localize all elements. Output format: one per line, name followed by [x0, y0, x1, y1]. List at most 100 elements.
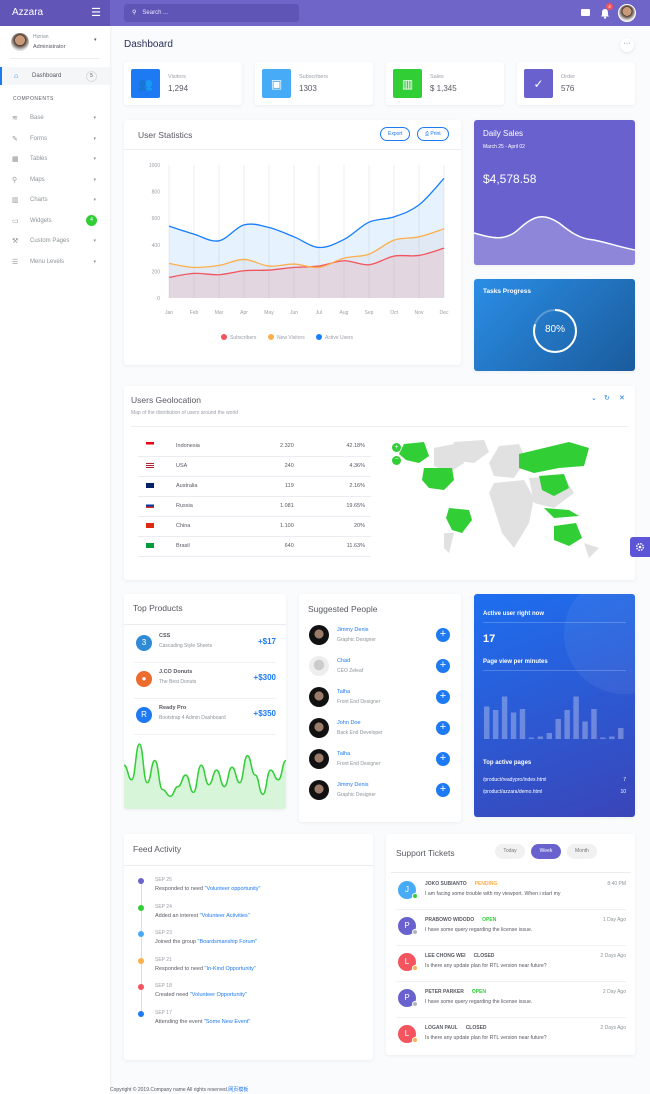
ticket-avatar: P: [398, 917, 416, 935]
map-zoom-out-button[interactable]: −: [392, 456, 401, 465]
divider: [483, 670, 626, 671]
person-avatar[interactable]: [309, 625, 329, 645]
add-person-button[interactable]: +: [436, 659, 450, 673]
sidebar-item-forms[interactable]: ✎ Forms ▾: [0, 130, 110, 148]
country-name: Australia: [176, 476, 251, 497]
page-title: Dashboard: [124, 39, 173, 50]
page-view-bar: [618, 728, 624, 739]
stat-label: Order: [561, 74, 576, 80]
search-input[interactable]: ⚲ Search ...: [124, 4, 299, 22]
map-zoom-in-button[interactable]: +: [392, 443, 401, 452]
sidebar-item-charts[interactable]: ▥ Charts ▾: [0, 191, 110, 209]
divider: [124, 149, 461, 150]
filter-week-button[interactable]: Week: [531, 844, 561, 859]
app-logo[interactable]: Azzara: [12, 7, 44, 18]
person-avatar[interactable]: [309, 656, 329, 676]
paint-roller-icon: ⚒: [12, 238, 19, 245]
add-person-button[interactable]: +: [436, 628, 450, 642]
ticket-message[interactable]: I am facing some trouble with my viewpor…: [425, 891, 561, 897]
user-name[interactable]: Hizrian: [33, 34, 49, 40]
user-count: 640: [250, 536, 294, 557]
feed-link[interactable]: "Boardsmanship Forum": [197, 939, 258, 945]
person-name[interactable]: John Doe: [337, 720, 361, 726]
status-dot: [412, 1037, 418, 1043]
person-role: Front End Designer: [337, 699, 381, 705]
footer-link[interactable]: 网页模板: [228, 1087, 249, 1093]
ticket-message[interactable]: Is there any update plan for RTL version…: [425, 1035, 547, 1041]
legend-label[interactable]: Subscribers: [230, 335, 257, 341]
ticket-message[interactable]: I have some query regarding the license …: [425, 927, 533, 933]
more-options-button[interactable]: ···: [620, 38, 634, 52]
sidebar-item-base[interactable]: ≋ Base ▾: [0, 109, 110, 127]
add-person-button[interactable]: +: [436, 690, 450, 704]
footer: Copyright © 2019.Company name All rights…: [110, 1086, 248, 1093]
person-avatar[interactable]: [309, 780, 329, 800]
x-tick-label: Jun: [290, 310, 298, 316]
filter-month-button[interactable]: Month: [567, 844, 597, 859]
collapse-icon[interactable]: ⌄: [591, 395, 597, 402]
add-person-button[interactable]: +: [436, 721, 450, 735]
product-amount: +$300: [253, 673, 276, 682]
feed-link[interactable]: "Volunteer opportunity": [204, 886, 261, 892]
card-title: Suggested People: [308, 604, 378, 614]
sidebar-item-tables[interactable]: ▦ Tables ▾: [0, 150, 110, 168]
flag-brasil-icon: [146, 542, 154, 548]
filter-today-button[interactable]: Today: [495, 844, 525, 859]
person-name[interactable]: Talha: [337, 689, 351, 695]
ticket-time: 1 Day Ago: [602, 917, 626, 923]
status-dot: [412, 893, 418, 899]
active-page-path[interactable]: /product/readypro/index.html: [483, 777, 547, 783]
desktop-icon: ▭: [12, 217, 19, 225]
user-statistics-card: User Statistics Export ⎙ Print Jan Feb Mar…: [124, 120, 461, 365]
ticket-header: LEE CHONG WEI CLOSED: [425, 953, 494, 959]
product-amount: +$350: [253, 709, 276, 718]
refresh-icon[interactable]: ↻: [604, 395, 610, 402]
ticket-message[interactable]: I have some query regarding the license …: [425, 999, 533, 1005]
user-caret-icon[interactable]: ▾: [94, 37, 97, 43]
print-button[interactable]: ⎙ Print: [417, 127, 449, 141]
readypro-logo: R: [136, 707, 152, 723]
x-tick-label: Oct: [390, 310, 398, 316]
sidebar-item-menu-levels[interactable]: ☰ Menu Levels ▾: [0, 253, 110, 271]
user-role[interactable]: Administrator: [33, 44, 66, 50]
person-name[interactable]: Chad: [337, 658, 351, 664]
feed-date: SEP 17: [155, 1009, 172, 1016]
country-name: China: [176, 516, 251, 537]
mail-icon[interactable]: [581, 9, 590, 16]
settings-button[interactable]: [630, 537, 650, 557]
user-avatar[interactable]: [618, 4, 636, 22]
product-description: The Best Donuts: [159, 679, 197, 685]
feed-link[interactable]: "Volunteer Opportunity": [189, 992, 247, 998]
top-products-card: Top Products 3 CSS Cascading Style Sheets +…: [124, 594, 286, 809]
legend-label[interactable]: Active Users: [325, 335, 354, 341]
sidebar-item-widgets[interactable]: ▭ Widgets 4: [0, 212, 110, 230]
feed-link[interactable]: "In-Kind Opportunity": [204, 965, 256, 972]
person-avatar[interactable]: [309, 718, 329, 738]
sidebar-item-maps[interactable]: ⚲ Maps ▾: [0, 171, 110, 189]
add-person-button[interactable]: +: [436, 752, 450, 766]
ticket-message[interactable]: Is there any update plan for RTL version…: [425, 963, 547, 969]
card-title: Feed Activity: [133, 844, 182, 854]
page-view-bar: [609, 736, 615, 739]
feed-link[interactable]: "Volunteer Activities": [199, 912, 250, 919]
sidebar-item-dashboard[interactable]: ⌂ Dashboard 5: [0, 67, 110, 85]
bell-icon[interactable]: [600, 8, 610, 19]
legend-label[interactable]: New Visitors: [277, 335, 305, 341]
search-placeholder: Search ...: [142, 10, 169, 16]
close-icon[interactable]: ✕: [619, 395, 625, 402]
caret-down-icon: ▾: [93, 258, 96, 265]
feed-link[interactable]: "Some New Event": [203, 1018, 251, 1025]
export-button[interactable]: Export: [380, 127, 411, 141]
menu-toggle-icon[interactable]: ☰: [91, 7, 101, 19]
sidebar-item-custom-pages[interactable]: ⚒ Custom Pages ▾: [0, 232, 110, 250]
person-avatar[interactable]: [309, 687, 329, 707]
person-avatar[interactable]: [309, 749, 329, 769]
sidebar-item-label: Dashboard: [32, 73, 62, 79]
add-person-button[interactable]: +: [436, 783, 450, 797]
active-page-path[interactable]: /product/azzara/demo.html: [483, 789, 543, 795]
feed-date: SEP 18: [155, 983, 172, 989]
person-name[interactable]: Jimmy Denis: [337, 782, 369, 788]
person-name[interactable]: Talha: [337, 751, 351, 757]
feed-date: SEP 21: [155, 956, 172, 963]
person-name[interactable]: Jimmy Denis: [337, 627, 369, 633]
